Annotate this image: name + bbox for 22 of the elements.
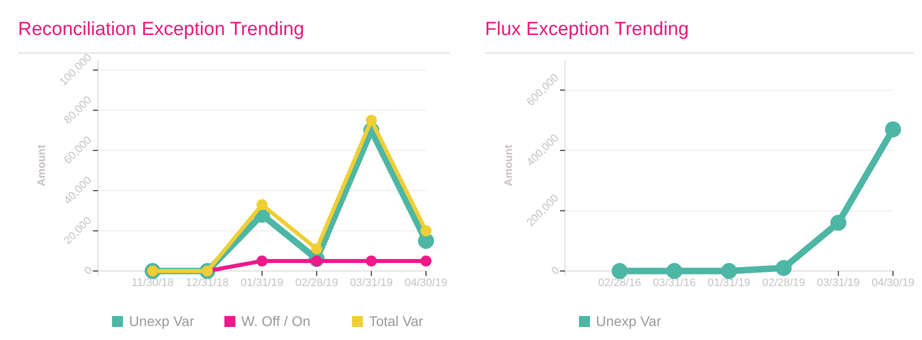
chart-title: Reconciliation Exception Trending: [18, 19, 304, 40]
y-tick-label: 0: [82, 264, 96, 278]
x-tick-label: 03/31/19: [816, 277, 860, 289]
x-tick-label: 03/31/19: [350, 277, 393, 289]
chart-title: Flux Exception Trending: [485, 19, 689, 40]
x-tick-label: 03/31/16: [652, 277, 696, 289]
x-tick-label: 01/31/19: [708, 277, 750, 289]
y-tick-label: 0: [549, 264, 562, 278]
legend-label: Unexp Var: [129, 313, 194, 329]
x-tick-label: 01/31/19: [240, 277, 284, 289]
y-axis-title: Amount: [503, 144, 515, 186]
x-tick-label: 02/28/19: [762, 277, 806, 289]
legend-label: Unexp Var: [596, 313, 662, 329]
x-tick-label: 04/30/19: [872, 277, 914, 289]
x-tick-label: 02/28/16: [598, 277, 642, 289]
x-tick-label: 04/30/19: [404, 277, 448, 289]
y-axis-title: Amount: [36, 144, 48, 186]
x-tick-label: 02/28/19: [295, 277, 338, 289]
legend-label: Total Var: [369, 313, 424, 329]
x-tick-label: 12/31/18: [186, 277, 229, 289]
x-tick-label: 11/30/18: [132, 277, 174, 289]
legend-label: W. Off / On: [241, 313, 310, 329]
